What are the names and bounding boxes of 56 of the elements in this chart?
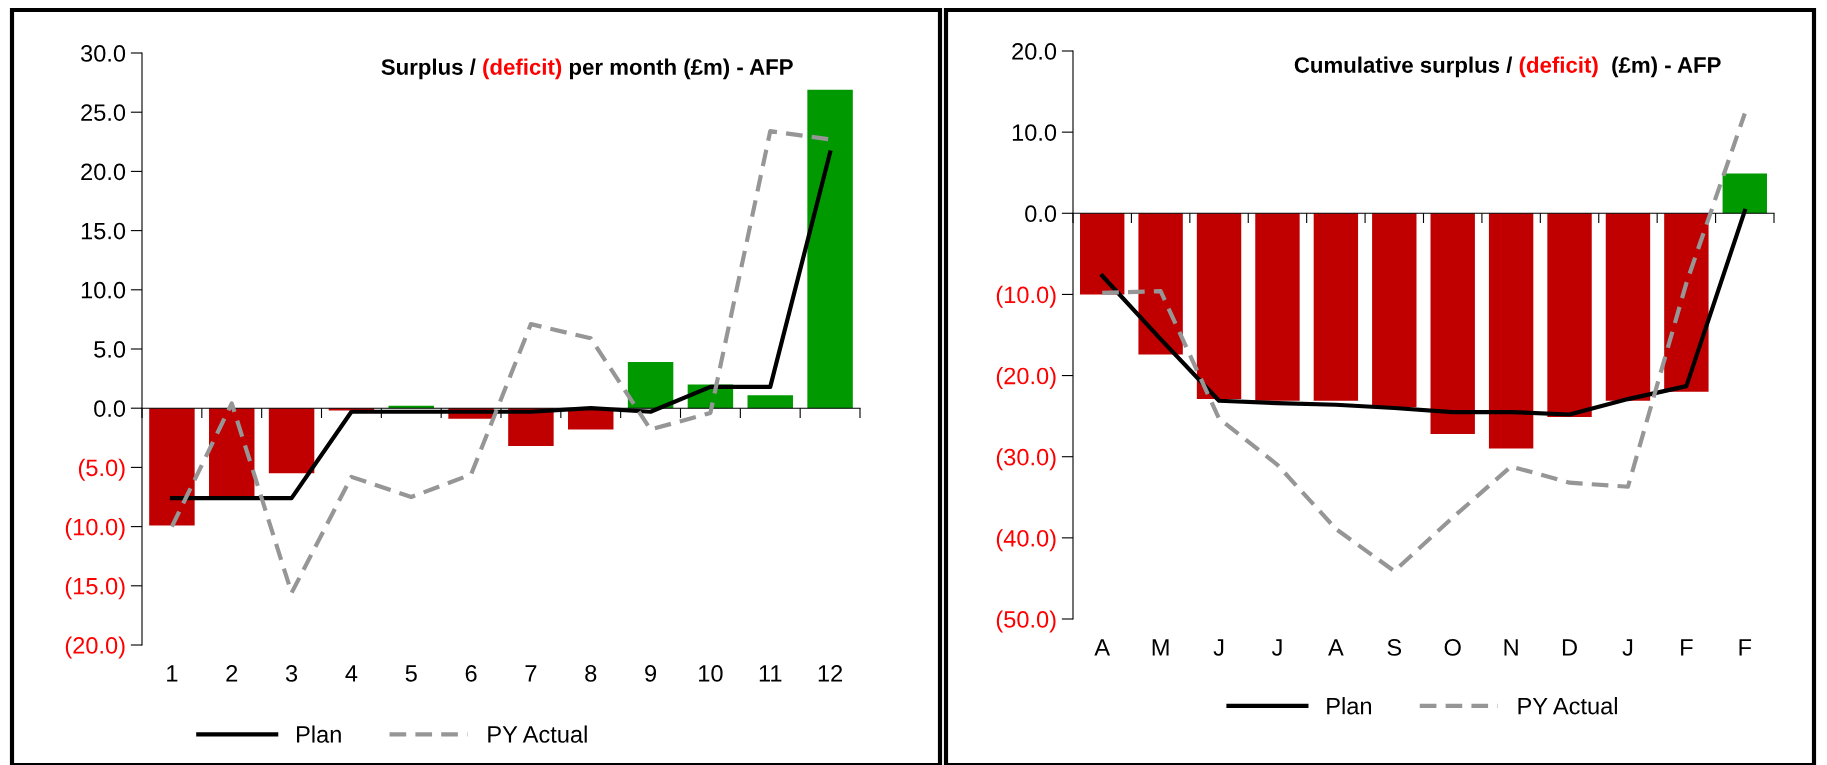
y-tick-label: (20.0) [65, 636, 125, 659]
y-tick-label: 10.0 [1012, 124, 1057, 141]
y-tick-label: (30.0) [996, 448, 1056, 471]
x-tick-label: 2 [226, 665, 238, 682]
x-tick-label: 5 [405, 665, 417, 682]
y-tick-label: (20.0) [996, 367, 1056, 390]
y-tick-label: 30.0 [80, 45, 126, 62]
chart-title: Cumulative surplus / (deficit) (£m) - AFP [1294, 56, 1721, 78]
x-tick-label: 9 [645, 665, 657, 682]
x-tick-label: 4 [345, 665, 358, 682]
x-tick-label: O [1444, 639, 1461, 656]
x-tick-label: 1 [167, 665, 178, 682]
x-tick-label: 12 [818, 665, 843, 682]
legend-label: Plan [1327, 697, 1371, 715]
bar [807, 89, 853, 409]
y-tick-label: 15.0 [81, 222, 126, 240]
y-tick-label: 10.0 [81, 281, 126, 299]
y-tick-label: 0.0 [1025, 205, 1057, 223]
x-tick-label: S [1387, 639, 1402, 656]
x-tick-label: J [1271, 639, 1282, 656]
x-tick-label: 3 [285, 665, 298, 682]
bar [747, 395, 793, 409]
x-tick-label: N [1504, 639, 1518, 656]
x-tick-label: M [1152, 639, 1169, 656]
x-tick-label: A [1094, 639, 1111, 656]
legend-label: Plan [297, 725, 341, 743]
x-tick-label: D [1562, 639, 1577, 656]
y-tick-label: (50.0) [996, 610, 1056, 633]
y-tick-label: 5.0 [94, 341, 126, 358]
bar [149, 408, 195, 526]
bar [627, 362, 674, 409]
y-tick-label: (15.0) [65, 577, 125, 600]
y-tick-label: (10.0) [65, 518, 125, 541]
legend-label: PY Actual [1518, 697, 1617, 715]
chart-title: Surplus / (deficit) per month (£m) - AFP [381, 58, 793, 80]
legend-label: PY Actual [488, 725, 587, 743]
y-tick-label: (10.0) [996, 285, 1056, 308]
x-tick-label: 7 [525, 665, 537, 682]
y-tick-label: 0.0 [94, 400, 126, 417]
line-series [1100, 111, 1747, 574]
x-tick-label: 8 [585, 665, 597, 682]
x-tick-label: 6 [465, 665, 477, 682]
bar [209, 408, 255, 497]
y-tick-label: (40.0) [996, 529, 1056, 552]
y-tick-label: (5.0) [78, 458, 125, 481]
y-tick-label: 25.0 [81, 104, 126, 121]
x-tick-label: 10 [699, 665, 723, 682]
x-tick-label: F [1681, 639, 1693, 656]
x-tick-label: 11 [759, 665, 782, 682]
x-tick-label: F [1739, 639, 1752, 656]
y-tick-label: 20.0 [1012, 43, 1057, 60]
x-tick-label: J [1213, 639, 1224, 656]
x-tick-label: J [1622, 639, 1633, 656]
x-tick-label: A [1328, 639, 1344, 656]
bar [268, 408, 315, 474]
y-tick-label: 20.0 [81, 163, 126, 181]
